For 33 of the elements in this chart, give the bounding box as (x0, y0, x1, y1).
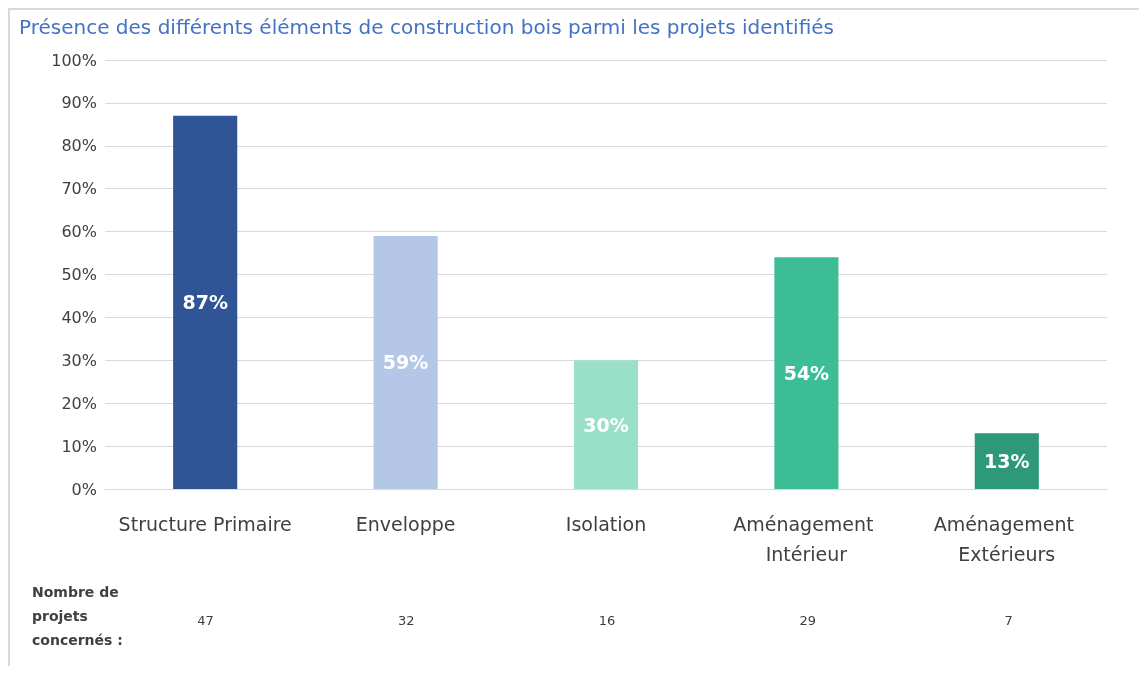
data-label: 13% (984, 450, 1030, 473)
text: 29 (799, 612, 817, 628)
y-tick-label: 70% (61, 179, 97, 199)
bar (974, 433, 1039, 489)
y-tick-label: 90% (61, 93, 97, 113)
x-tick-label: Aménagement Intérieur (733, 513, 880, 565)
x-tick-label: Isolation (565, 513, 647, 535)
x-tick-label: Structure Primaire (118, 513, 292, 535)
x-tick-label: Aménagement Extérieurs (933, 513, 1080, 565)
y-tick-label: 60% (61, 222, 97, 242)
bar (573, 360, 639, 489)
text: 16 (598, 612, 616, 628)
text: 47 (197, 612, 214, 628)
y-tick-label: 30% (61, 350, 97, 370)
text: 32 (397, 612, 415, 628)
y-tick-label: 10% (61, 436, 97, 456)
x-tick-label: Enveloppe (355, 513, 456, 535)
data-label: 30% (583, 413, 629, 436)
y-tick-label: 0% (71, 479, 97, 499)
y-tick-label: 20% (61, 393, 97, 413)
y-tick-label: 40% (61, 307, 97, 327)
data-label: 59% (382, 351, 429, 374)
bar (373, 235, 438, 489)
bar (774, 257, 839, 489)
y-tick-label: 80% (61, 136, 97, 156)
data-label: 54% (783, 362, 830, 385)
text: Nombre de projets concernés : (32, 584, 124, 648)
text: 7 (1004, 612, 1013, 628)
y-tick-label: 50% (61, 265, 97, 284)
bar (173, 115, 238, 489)
chart-title: Présence des différents éléments de construction bois parmi les projets identifiés (19, 15, 834, 39)
data-label: 87% (182, 291, 228, 314)
y-tick-label: 100% (51, 50, 97, 70)
